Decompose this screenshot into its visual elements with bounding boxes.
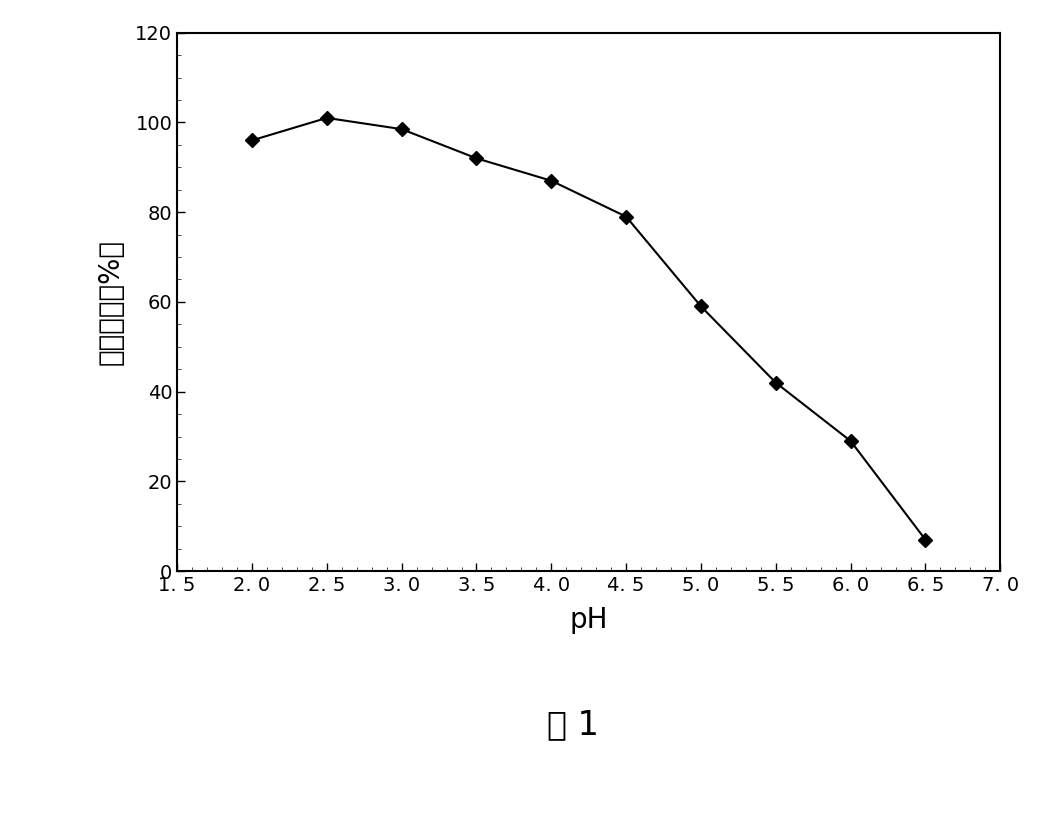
Y-axis label: 相对酶活（%）: 相对酶活（%）	[96, 239, 124, 365]
Text: 图 1: 图 1	[547, 708, 599, 742]
X-axis label: pH: pH	[570, 606, 607, 634]
